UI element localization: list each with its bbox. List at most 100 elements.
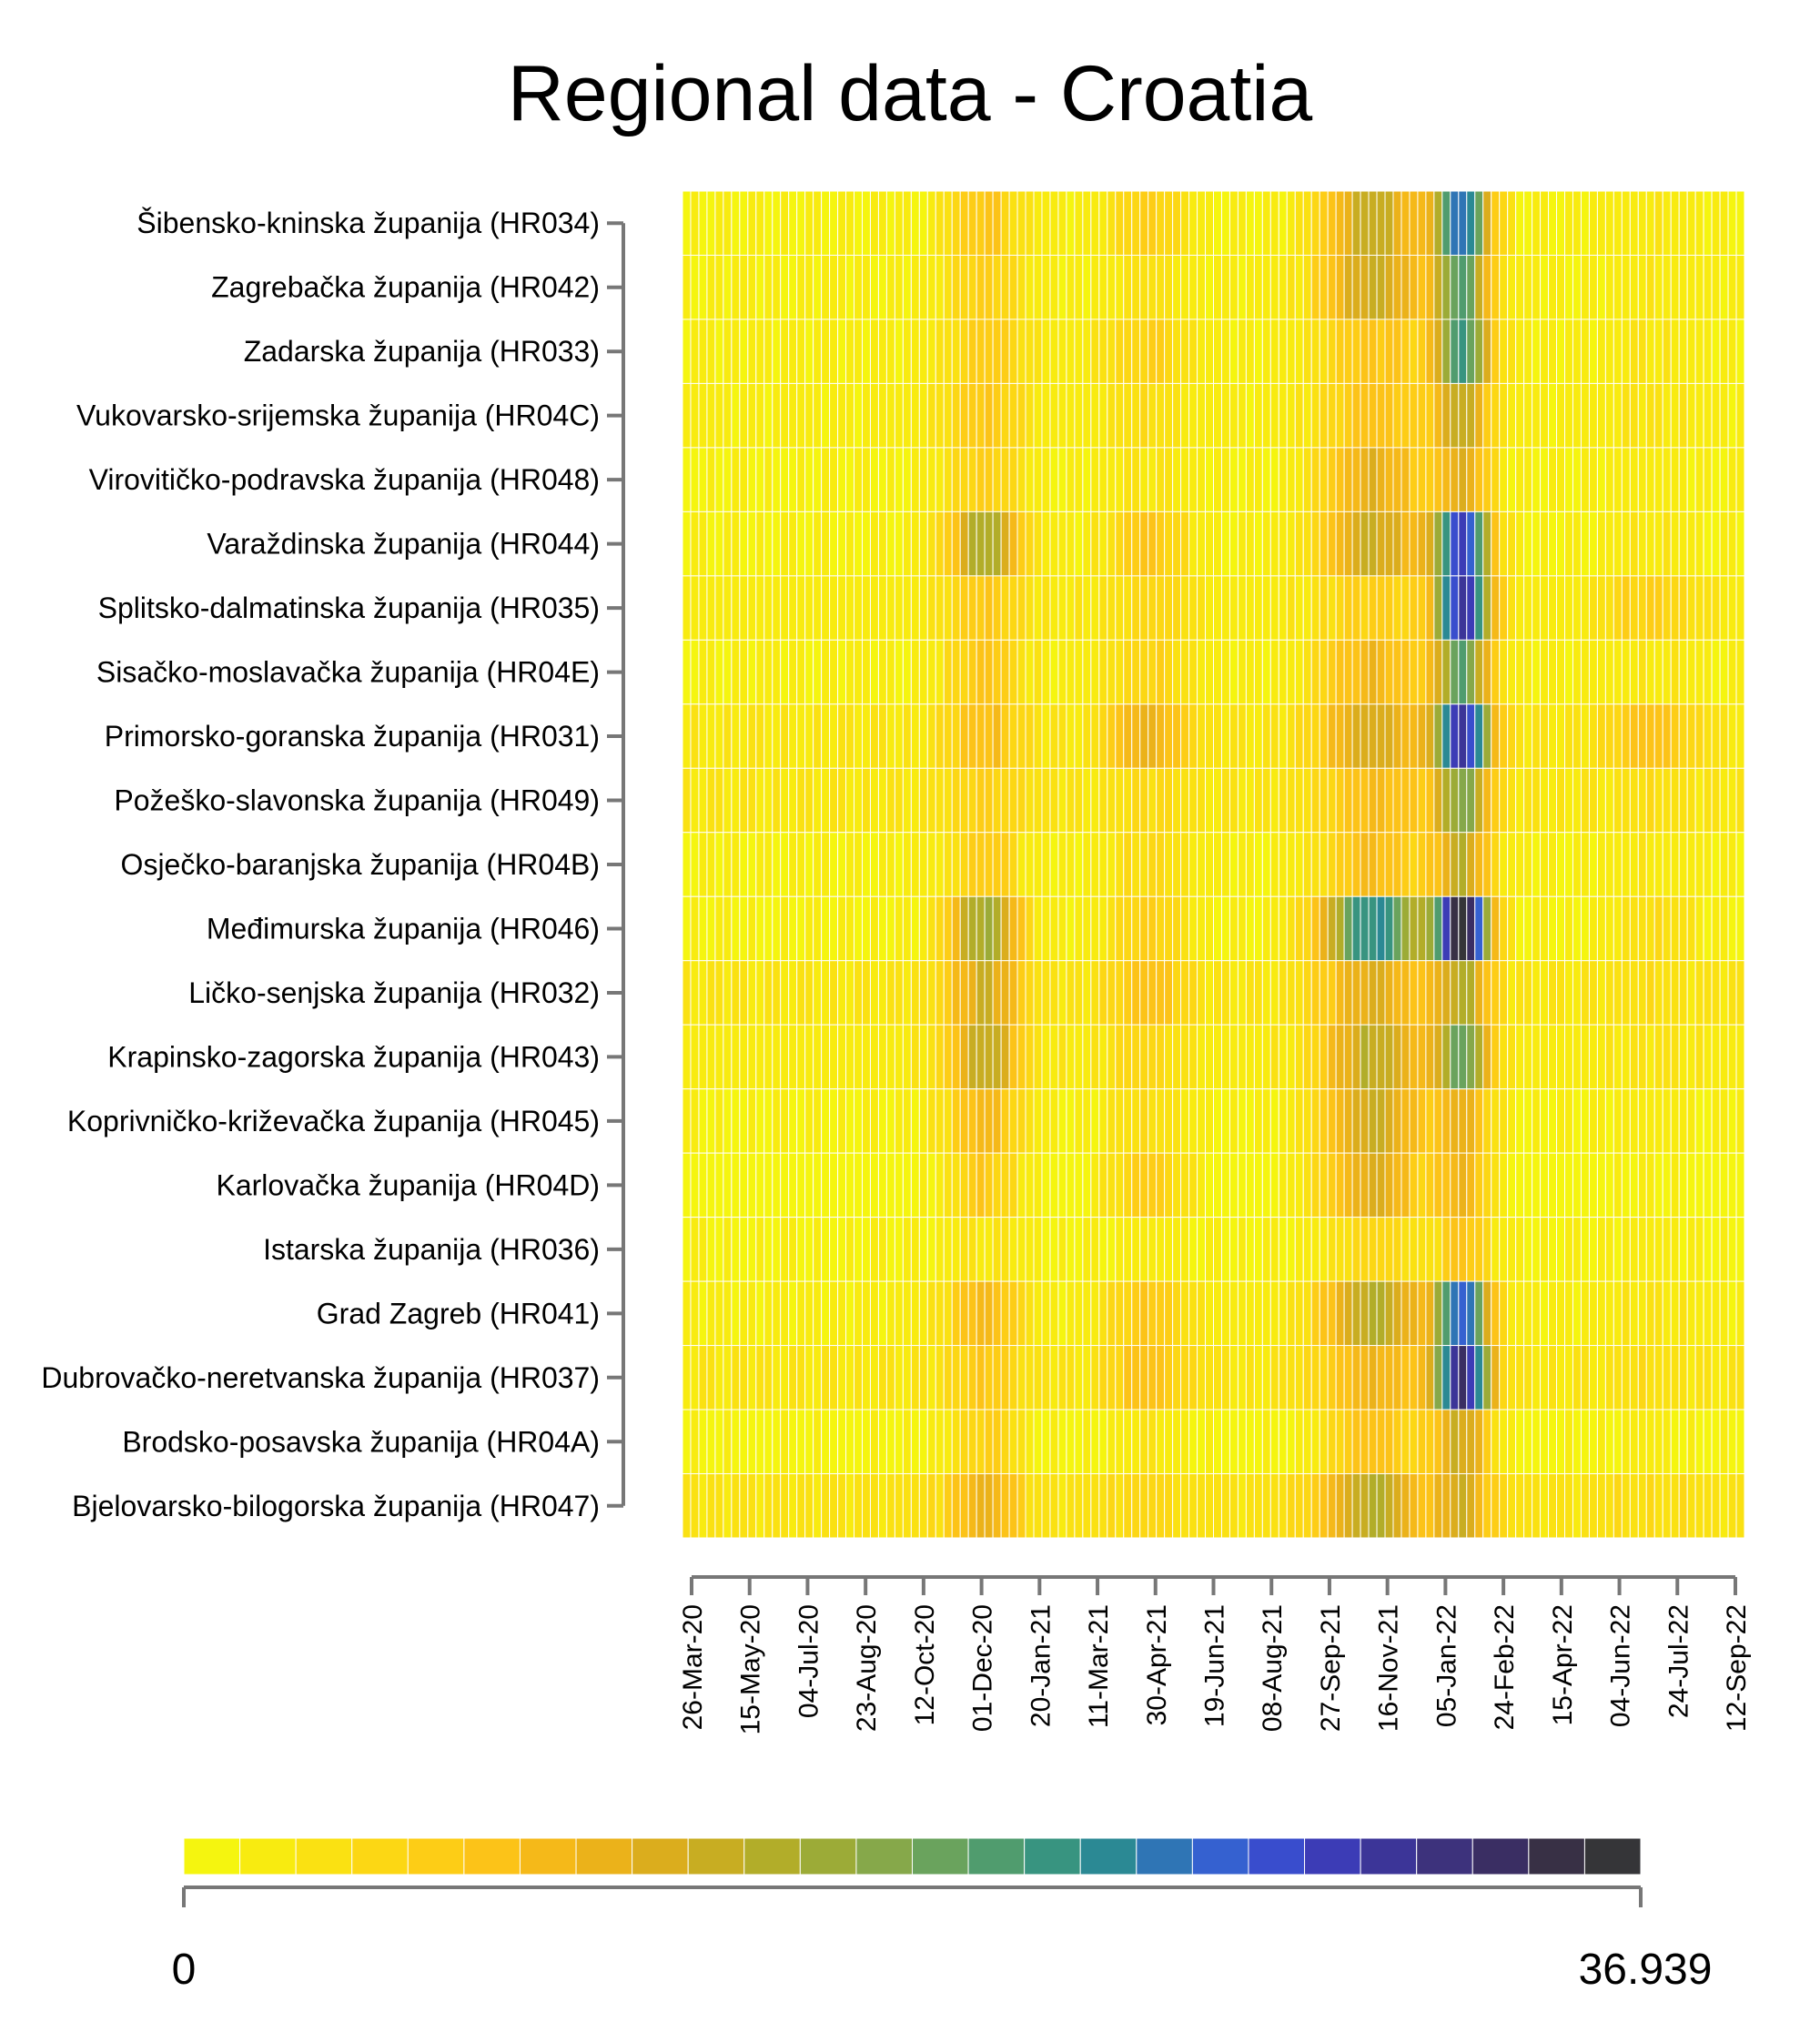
heatmap-cell: [821, 1473, 831, 1539]
heatmap-cell: [1156, 1024, 1166, 1090]
heatmap-cell: [1302, 447, 1312, 512]
heatmap-cell: [1156, 832, 1166, 897]
heatmap-cell: [918, 1088, 928, 1154]
heatmap-cell: [1662, 1217, 1672, 1282]
heatmap-cell: [1139, 511, 1149, 577]
heatmap-cell: [1580, 511, 1590, 577]
heatmap-cell: [706, 1024, 716, 1090]
heatmap-cell: [747, 703, 757, 769]
heatmap-cell: [1107, 1088, 1117, 1154]
heatmap-cell: [1107, 639, 1117, 705]
heatmap-cell: [1237, 382, 1247, 449]
heatmap-cell: [1008, 895, 1018, 962]
heatmap-cell: [1098, 1345, 1108, 1410]
heatmap-cell: [1228, 703, 1239, 769]
heatmap-cell: [1000, 1345, 1010, 1410]
heatmap-cell: [1621, 832, 1631, 897]
legend-swatch: [632, 1837, 689, 1875]
heatmap-cell: [1637, 1024, 1647, 1090]
heatmap-cell: [1220, 639, 1230, 705]
heatmap-cell: [714, 318, 724, 384]
heatmap-cell: [1025, 447, 1035, 512]
heatmap-cell: [1220, 703, 1230, 769]
heatmap-cell: [788, 1088, 798, 1154]
heatmap-cell: [1302, 254, 1312, 320]
heatmap-cell: [1172, 1217, 1182, 1282]
row-label: Zagrebačka županija (HR042): [211, 271, 600, 304]
heatmap-cell: [845, 895, 855, 962]
heatmap-cell: [1392, 318, 1402, 384]
heatmap-cell: [1450, 254, 1460, 320]
heatmap-cell: [1653, 1409, 1663, 1475]
heatmap-cell: [1588, 832, 1598, 897]
heatmap-cell: [1082, 1217, 1092, 1282]
heatmap-cell: [1711, 190, 1721, 256]
heatmap-cell: [1532, 960, 1542, 1026]
heatmap-cell: [714, 639, 724, 705]
heatmap-cell: [854, 1280, 864, 1347]
heatmap-cell: [714, 1280, 724, 1347]
heatmap-cell: [902, 1217, 912, 1282]
heatmap-cell: [1205, 1345, 1215, 1410]
heatmap-cell: [723, 895, 733, 962]
heatmap-cell: [1417, 703, 1427, 769]
heatmap-cell: [763, 254, 774, 320]
heatmap-cell: [1727, 1024, 1737, 1090]
heatmap-cell: [1164, 382, 1174, 449]
heatmap-cell: [1082, 960, 1092, 1026]
heatmap-cell: [943, 254, 953, 320]
heatmap-cell: [1694, 832, 1704, 897]
heatmap-cell: [1727, 639, 1737, 705]
heatmap-cell: [1310, 190, 1320, 256]
heatmap-cell: [910, 639, 920, 705]
heatmap-cell: [1629, 1217, 1639, 1282]
heatmap-cell: [1107, 703, 1117, 769]
heatmap-cell: [772, 1280, 782, 1347]
heatmap-cell: [1613, 1217, 1623, 1282]
heatmap-cell: [1025, 511, 1035, 577]
legend-swatch: [351, 1837, 409, 1875]
heatmap-cell: [926, 639, 936, 705]
heatmap-cell: [731, 1345, 741, 1410]
heatmap-cell: [1351, 1280, 1361, 1347]
heatmap-cell: [1188, 382, 1198, 449]
heatmap-cell: [1261, 832, 1271, 897]
heatmap-cell: [861, 1345, 871, 1410]
heatmap-cell: [861, 1024, 871, 1090]
heatmap-cell: [804, 511, 814, 577]
heatmap-cell: [967, 895, 977, 962]
heatmap-cell: [984, 190, 994, 256]
heatmap-cell: [788, 1024, 798, 1090]
heatmap-cell: [1082, 832, 1092, 897]
heatmap-cell: [1278, 1345, 1288, 1410]
heatmap-cell: [1269, 895, 1279, 962]
heatmap-cell: [780, 960, 790, 1026]
heatmap-cell: [796, 832, 806, 897]
heatmap-cell: [1000, 382, 1010, 449]
heatmap-cell: [959, 318, 969, 384]
heatmap-cell: [1507, 832, 1517, 897]
heatmap-cell: [1123, 703, 1133, 769]
heatmap-cell: [1164, 511, 1174, 577]
heatmap-cell: [1139, 960, 1149, 1026]
heatmap-cell: [1156, 1345, 1166, 1410]
heatmap-cell: [1678, 575, 1688, 641]
heatmap-cell: [1670, 1345, 1680, 1410]
heatmap-cell: [1588, 1024, 1598, 1090]
heatmap-cell: [967, 382, 977, 449]
heatmap-cell: [1148, 382, 1158, 449]
heatmap-cell: [739, 1409, 749, 1475]
heatmap-cell: [682, 1152, 692, 1218]
heatmap-cell: [1523, 639, 1533, 705]
heatmap-cell: [1523, 832, 1533, 897]
heatmap-cell: [1261, 511, 1271, 577]
heatmap-cell: [869, 703, 879, 769]
heatmap-cell: [1115, 895, 1125, 962]
heatmap-cell: [1228, 1024, 1239, 1090]
heatmap-cell: [1727, 382, 1737, 449]
heatmap-cell: [1139, 1473, 1149, 1539]
heatmap-cell: [984, 1088, 994, 1154]
heatmap-cell: [1066, 575, 1076, 641]
heatmap-cell: [1409, 254, 1419, 320]
heatmap-cell: [788, 1473, 798, 1539]
